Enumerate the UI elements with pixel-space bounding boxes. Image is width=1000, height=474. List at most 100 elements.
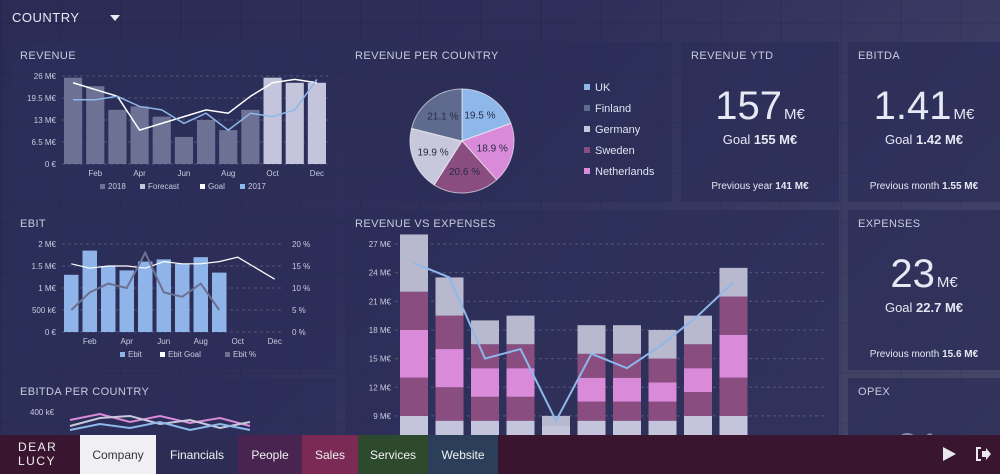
legend-label: Goal bbox=[208, 182, 225, 191]
x-tick-label: Feb bbox=[88, 169, 102, 178]
tab-company[interactable]: Company bbox=[80, 435, 156, 474]
panel-title: REVENUE VS EXPENSES bbox=[355, 218, 496, 230]
legend-label: Ebit bbox=[128, 350, 143, 359]
revenue-vs-expenses-panel[interactable]: REVENUE VS EXPENSES 27 M€ 24 M€ 21 M€ 18 M€… bbox=[345, 210, 839, 435]
revenue-per-country-panel[interactable]: REVENUE PER COUNTRY 19.5 % 18.9 % 20.6 % 19… bbox=[345, 42, 672, 202]
kpi-value: 21 bbox=[896, 426, 941, 435]
bar-2018 bbox=[197, 120, 216, 164]
revenue-ytd-panel[interactable]: REVENUE YTD 157 M€ Goal 155 M€ Previous y… bbox=[681, 42, 839, 202]
logout-icon[interactable] bbox=[974, 445, 992, 463]
country-dropdown[interactable]: COUNTRY bbox=[12, 10, 120, 25]
y-tick-label: 0 € bbox=[45, 328, 57, 337]
x-tick-label: Apr bbox=[133, 169, 146, 178]
stacked-bar-segment bbox=[684, 344, 712, 369]
legend-swatch bbox=[240, 184, 245, 189]
y-tick-label: 1 M€ bbox=[38, 284, 56, 293]
data-label: 19.5 % bbox=[464, 110, 495, 121]
panel-title: REVENUE PER COUNTRY bbox=[355, 50, 499, 62]
bar-ebit bbox=[212, 272, 227, 332]
play-icon[interactable] bbox=[940, 445, 958, 463]
stacked-bar-segment bbox=[400, 291, 428, 330]
dear-lucy-logo: DEAR LUCY bbox=[18, 440, 58, 468]
y-tick-label: 500 k€ bbox=[32, 306, 57, 315]
y-tick-label: 27 M€ bbox=[369, 240, 392, 249]
legend-swatch bbox=[584, 147, 590, 153]
y-tick-label-right: 15 % bbox=[292, 262, 310, 271]
tab-website[interactable]: Website bbox=[428, 435, 498, 474]
stacked-bar-segment bbox=[577, 420, 606, 435]
pie-slice bbox=[410, 88, 463, 142]
stacked-bar-segment bbox=[648, 358, 677, 383]
y-tick-label: 21 M€ bbox=[369, 297, 392, 306]
stacked-bar-segment bbox=[577, 353, 606, 378]
revenue-panel[interactable]: REVENUE 26 M€ 19.5 M€ 13 M€ 6.5 M€ 0 € Feb Apr… bbox=[10, 42, 336, 202]
bar-2018 bbox=[130, 106, 149, 164]
opex-panel[interactable]: OPEX 21 bbox=[848, 378, 1000, 435]
data-label: 19.9 % bbox=[417, 148, 448, 159]
stacked-bar-segment bbox=[506, 315, 535, 345]
stacked-bar-segment bbox=[435, 349, 464, 388]
ebitda-per-country-panel[interactable]: EBITDA PER COUNTRY 400 k€ bbox=[10, 378, 336, 435]
data-label: 18.9 % bbox=[477, 144, 508, 155]
stacked-bar-segment bbox=[400, 377, 428, 416]
bar-ebit bbox=[156, 259, 171, 332]
x-tick-label: Jun bbox=[157, 337, 170, 346]
stacked-bar-segment bbox=[506, 344, 535, 369]
stacked-bar-segment bbox=[577, 325, 606, 354]
stacked-bar-segment bbox=[613, 377, 641, 402]
tab-bar: Company Financials People Sales Services… bbox=[80, 435, 498, 474]
bar-ebit bbox=[138, 261, 153, 332]
panel-title: EBITDA bbox=[858, 50, 901, 62]
stacked-bar-segment bbox=[435, 420, 464, 435]
legend-label: Ebit Goal bbox=[168, 350, 201, 359]
y-tick-label: 400 k€ bbox=[30, 408, 55, 417]
stacked-bar-segment bbox=[435, 387, 464, 421]
y-tick-label-right: 10 % bbox=[292, 284, 310, 293]
x-tick-label: Aug bbox=[221, 169, 235, 178]
series-line bbox=[69, 414, 251, 430]
series-line bbox=[69, 420, 251, 432]
data-label: 20.6 % bbox=[449, 167, 480, 178]
panel-title: EBITDA PER COUNTRY bbox=[20, 386, 150, 398]
stacked-bar-segment bbox=[435, 315, 464, 350]
stacked-bar-segment bbox=[684, 315, 712, 345]
bar-forecast bbox=[285, 82, 304, 164]
kpi-goal: Goal 155 M€ bbox=[722, 132, 798, 147]
stacked-bar-segment bbox=[648, 401, 677, 421]
stacked-bar-segment bbox=[577, 377, 606, 402]
stacked-bar-segment bbox=[542, 425, 570, 435]
bar-ebit bbox=[119, 270, 134, 332]
x-tick-label: Dec bbox=[268, 337, 282, 346]
y-tick-label-right: 20 % bbox=[292, 240, 310, 249]
kpi-previous: Previous year 141 M€ bbox=[711, 181, 809, 192]
kpi-goal: Goal 22.7 M€ bbox=[884, 300, 964, 315]
tab-sales[interactable]: Sales bbox=[302, 435, 358, 474]
stacked-bar-segment bbox=[506, 368, 535, 397]
revenue-vs-expenses-chart: 27 M€ 24 M€ 21 M€ 18 M€ 15 M€ 12 M€ 9 M€ bbox=[369, 234, 825, 435]
ebitda-panel[interactable]: EBITDA 1.41 M€ Goal 1.42 M€ Previous mont… bbox=[848, 42, 1000, 202]
y-tick-label-right: 0 % bbox=[292, 328, 306, 337]
tab-people[interactable]: People bbox=[238, 435, 302, 474]
stacked-bar-segment bbox=[719, 334, 748, 378]
bar-ebit bbox=[101, 266, 116, 332]
stacked-bar-segment bbox=[684, 415, 712, 435]
bar-2018 bbox=[241, 109, 260, 164]
x-tick-label: Aug bbox=[194, 337, 208, 346]
panel-title: REVENUE YTD bbox=[691, 50, 774, 62]
stacked-bar-segment bbox=[684, 368, 712, 393]
legend-swatch bbox=[584, 126, 590, 132]
x-tick-label: Oct bbox=[232, 337, 245, 346]
stacked-bar-segment bbox=[400, 415, 428, 435]
stacked-bar-segment bbox=[471, 396, 499, 421]
expenses-panel[interactable]: EXPENSES 23 M€ Goal 22.7 M€ Previous mont… bbox=[848, 210, 1000, 370]
stacked-bar-segment bbox=[400, 329, 428, 378]
x-tick-label: Oct bbox=[266, 169, 279, 178]
tab-services[interactable]: Services bbox=[358, 435, 428, 474]
tab-financials[interactable]: Financials bbox=[156, 435, 238, 474]
legend-label: Finland bbox=[595, 103, 631, 115]
legend-label: Sweden bbox=[595, 145, 635, 157]
bar-2018 bbox=[152, 116, 171, 164]
ebitda-per-country-chart bbox=[69, 412, 251, 432]
ebit-panel[interactable]: EBIT 2 M€ 20 % 1.5 M€ 15 % 1 M€ 10 % 500 k€ 5 %… bbox=[10, 210, 336, 370]
goal-line bbox=[72, 78, 318, 132]
